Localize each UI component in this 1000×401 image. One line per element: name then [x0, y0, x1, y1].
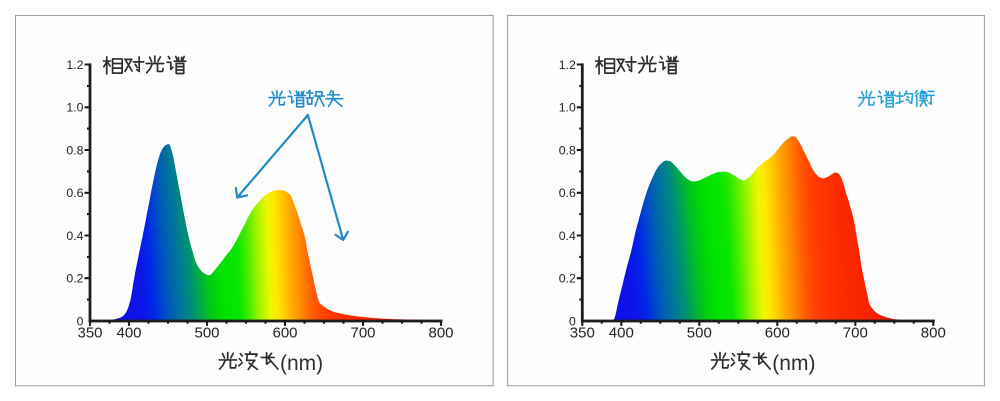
svg-text:0.2: 0.2 — [66, 272, 83, 286]
svg-text:800: 800 — [921, 325, 946, 342]
svg-text:0.8: 0.8 — [66, 143, 83, 157]
svg-text:1.0: 1.0 — [66, 101, 83, 115]
svg-text:0.4: 0.4 — [559, 229, 576, 243]
svg-text:0.6: 0.6 — [559, 186, 576, 200]
svg-text:1.0: 1.0 — [559, 101, 576, 115]
svg-text:1.2: 1.2 — [66, 58, 83, 72]
svg-text:0: 0 — [77, 314, 84, 328]
svg-text:1.2: 1.2 — [559, 58, 576, 72]
svg-text:400: 400 — [116, 325, 141, 342]
svg-text:600: 600 — [272, 325, 297, 342]
svg-text:350: 350 — [570, 325, 595, 342]
svg-text:(nm): (nm) — [772, 352, 815, 375]
svg-text:700: 700 — [350, 325, 375, 342]
svg-text:500: 500 — [194, 325, 219, 342]
svg-text:0.4: 0.4 — [66, 229, 83, 243]
svg-text:800: 800 — [428, 325, 453, 342]
svg-text:0.6: 0.6 — [66, 186, 83, 200]
svg-text:0: 0 — [569, 314, 576, 328]
svg-text:350: 350 — [77, 325, 102, 342]
svg-text:700: 700 — [843, 325, 868, 342]
svg-text:600: 600 — [765, 325, 790, 342]
svg-text:400: 400 — [609, 325, 634, 342]
svg-text:0.2: 0.2 — [559, 272, 576, 286]
svg-text:(nm): (nm) — [280, 352, 323, 375]
svg-text:500: 500 — [687, 325, 712, 342]
svg-text:0.8: 0.8 — [559, 143, 576, 157]
